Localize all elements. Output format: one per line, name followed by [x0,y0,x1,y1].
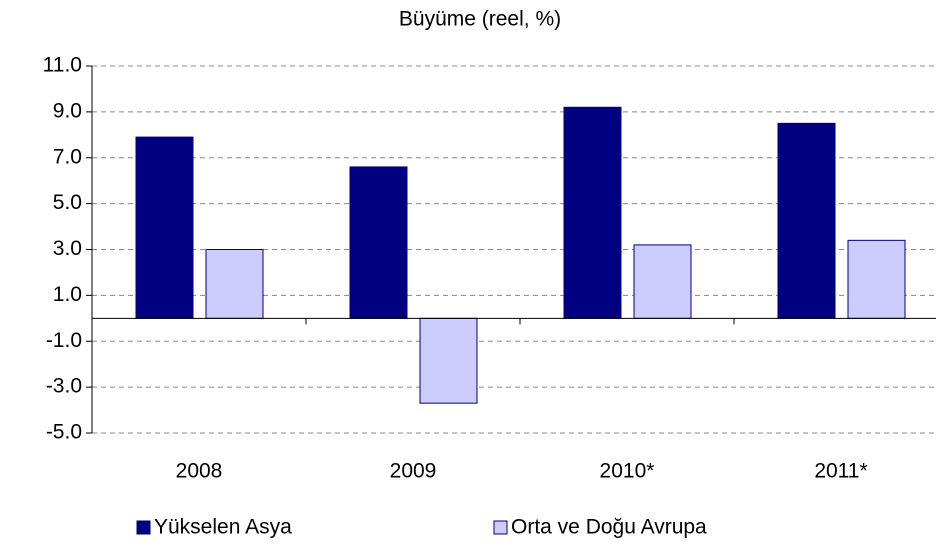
legend-swatch [136,520,151,535]
y-tick-label: 5.0 [53,191,82,214]
y-tick-label: 9.0 [53,99,82,122]
y-tick-label: -1.0 [46,329,82,352]
bar [633,244,692,319]
y-tick-label: -5.0 [46,421,82,444]
y-tick-label: 3.0 [53,237,82,260]
bar [205,249,264,319]
legend-label: Orta ve Doğu Avrupa [511,516,707,539]
bar [777,122,836,319]
x-tick-label: 2009 [390,460,437,483]
bar [349,166,408,319]
y-tick-label: -3.0 [46,375,82,398]
bar [847,239,906,319]
bar [563,106,622,319]
legend-swatch [493,520,508,535]
x-tick-label: 2008 [176,460,223,483]
x-tick-label: 2010* [600,460,655,483]
legend-label: Yükselen Asya [154,516,292,539]
bar [419,317,478,404]
y-tick-label: 1.0 [53,283,82,306]
y-tick-label: 11.0 [43,54,82,77]
chart-title: Büyüme (reel, %) [399,8,561,31]
y-tick-label: 7.0 [53,145,82,168]
x-tick-label: 2011* [814,460,867,483]
bar [135,136,194,319]
